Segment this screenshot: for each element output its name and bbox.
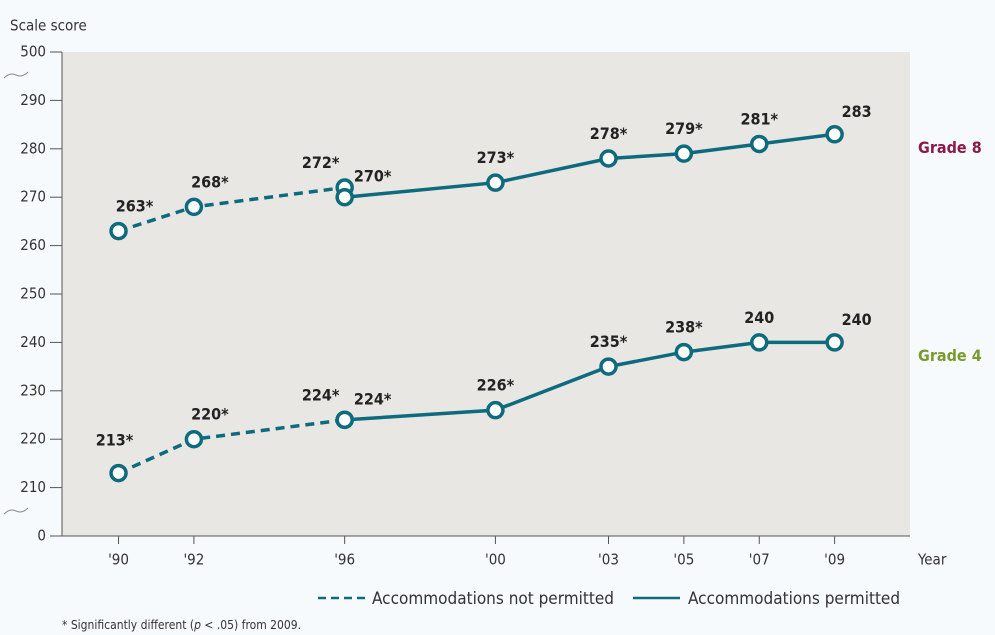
data-point [825, 333, 844, 352]
y-tick-label: 500 [20, 43, 46, 61]
data-label: 224* [302, 385, 340, 404]
legend-label: Accommodations permitted [688, 589, 900, 609]
data-label: 281* [740, 109, 778, 128]
x-tick-label: '07 [749, 551, 770, 569]
data-point [335, 410, 354, 430]
footnote: * Significantly different (p < .05) from… [62, 618, 301, 632]
data-label: 235* [590, 332, 628, 351]
data-label: 220* [191, 405, 229, 424]
y-tick-label: 210 [20, 478, 46, 496]
data-label: 279* [665, 119, 703, 138]
data-label: 226* [477, 376, 515, 395]
data-label: 213* [96, 431, 134, 450]
data-point [749, 333, 769, 352]
x-tick-label: '96 [334, 551, 355, 569]
data-label: 272* [302, 153, 340, 172]
y-tick-label: 240 [20, 333, 46, 351]
data-label: 224* [354, 389, 392, 408]
data-point [599, 149, 618, 168]
y-tick-label: 270 [20, 188, 46, 206]
data-label: 263* [116, 197, 154, 216]
plot-area [62, 52, 910, 536]
series-line [344, 132, 835, 199]
data-point [486, 173, 505, 192]
series-name: Grade 4 [918, 346, 982, 365]
data-label: 268* [191, 172, 229, 191]
series-line [344, 340, 835, 422]
data-label: 240 [842, 310, 872, 329]
legend: Accommodations not permitted Accommodati… [318, 589, 900, 609]
data-point [749, 134, 769, 154]
data-label: 270* [354, 167, 392, 186]
data-point [184, 197, 204, 217]
data-point [599, 357, 618, 376]
data-point [486, 400, 505, 420]
x-tick-label: '05 [673, 551, 694, 569]
series-name: Grade 8 [918, 138, 982, 157]
y-tick-label: 0 [37, 527, 46, 545]
x-tick-label: '09 [824, 551, 845, 569]
data-point [674, 144, 694, 163]
y-tick-label: 220 [20, 430, 46, 448]
data-point [674, 342, 694, 362]
x-tick-label: '03 [598, 551, 619, 569]
footnote-part: < .05) from 2009. [201, 618, 301, 632]
data-point [109, 221, 128, 241]
data-label: 278* [590, 124, 628, 143]
x-tick-label: '90 [108, 551, 129, 569]
y-tick-label: 230 [20, 381, 46, 399]
legend-label: Accommodations not permitted [372, 589, 614, 609]
x-axis-label: Year [917, 551, 947, 569]
data-point [184, 429, 204, 449]
axis-break [3, 507, 29, 515]
footnote-part: * Significantly different ( [62, 618, 194, 632]
y-tick-label: 250 [20, 285, 46, 303]
data-label: 273* [477, 148, 515, 167]
x-tick-label: '00 [485, 551, 506, 569]
data-point [825, 125, 844, 144]
x-tick-label: '92 [183, 551, 204, 569]
data-point [109, 463, 128, 483]
axis-break [3, 71, 29, 85]
data-label: 240 [744, 308, 774, 327]
data-label: 238* [665, 318, 703, 337]
data-point [335, 187, 354, 207]
y-tick-label: 290 [20, 91, 46, 109]
footnote-part: p [193, 618, 201, 632]
y-tick-label: 260 [20, 236, 46, 254]
y-axis-label: Scale score [10, 17, 87, 35]
y-tick-label: 280 [20, 139, 46, 157]
data-label: 283 [842, 102, 872, 121]
